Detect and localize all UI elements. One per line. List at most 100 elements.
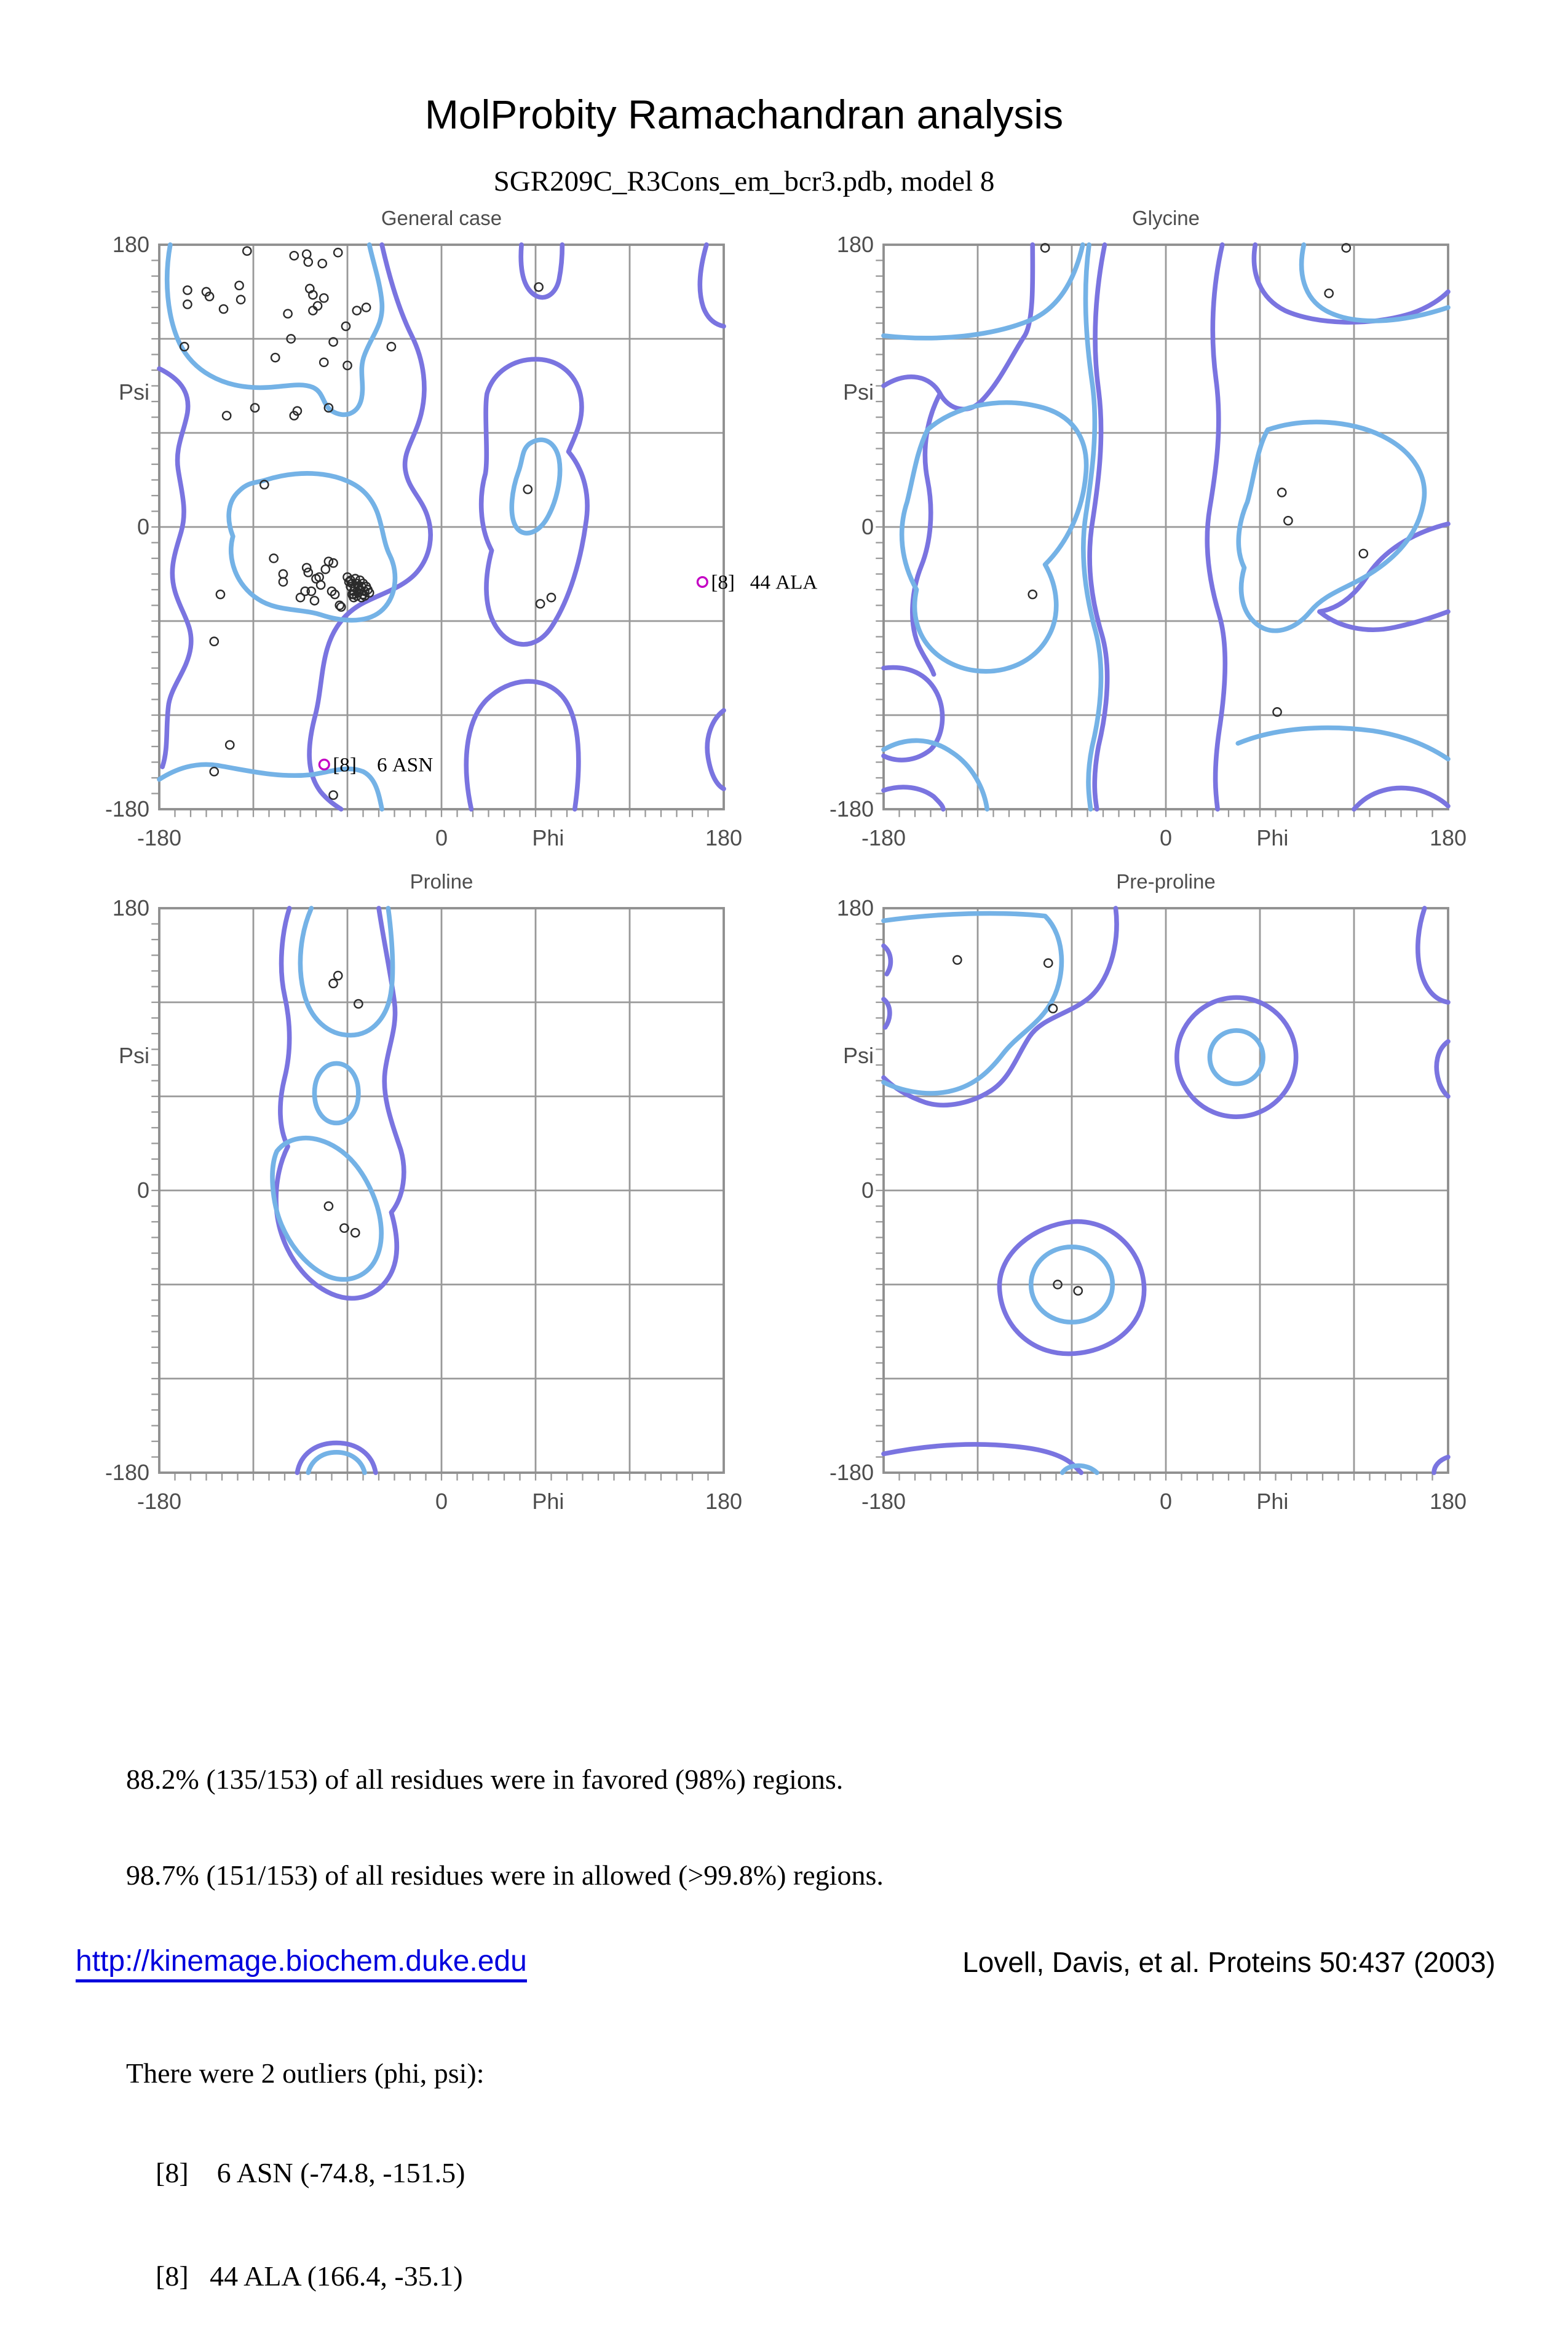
x-tick-neg180: -180 <box>137 825 182 850</box>
x-tick-neg180: -180 <box>137 1489 182 1514</box>
y-tick-neg180: -180 <box>829 796 874 822</box>
y-tick-neg180: -180 <box>105 796 149 822</box>
residue-point <box>330 589 340 600</box>
residue-point <box>286 334 296 344</box>
residue-point <box>1277 488 1287 497</box>
residue-point <box>301 563 312 573</box>
residue-point <box>319 293 329 303</box>
x-axis-title: Phi <box>532 1489 564 1514</box>
x-tick-0: 0 <box>1159 825 1173 850</box>
residue-point <box>315 580 326 590</box>
x-axis-title: Phi <box>532 825 564 850</box>
x-tick-neg180: -180 <box>861 825 906 850</box>
residue-point <box>1283 515 1293 526</box>
y-tick-180: 180 <box>836 232 874 257</box>
residue-point <box>354 582 363 592</box>
residue-point <box>323 556 334 566</box>
y-axis-title: Psi <box>842 379 874 405</box>
y-axis-title: Psi <box>118 379 149 405</box>
residue-point <box>183 285 192 295</box>
x-tick-0: 0 <box>1159 1489 1173 1514</box>
residue-point <box>300 586 310 596</box>
plot-title-general: General case <box>381 207 502 229</box>
residue-point <box>308 290 318 300</box>
residue-point <box>278 569 288 579</box>
y-tick-180: 180 <box>836 895 874 921</box>
residue-point <box>1272 707 1282 717</box>
y-tick-0: 0 <box>861 1178 874 1203</box>
outlier-point <box>318 758 330 770</box>
y-tick-neg180: -180 <box>105 1460 149 1485</box>
residue-point <box>546 592 556 603</box>
plot-canvas-preproline <box>876 906 1451 1481</box>
ramachandran-plot-glycine: Glycine 180 Psi 0 -180 -180 0 Phi 180 <box>830 207 1467 850</box>
outlier-line: [8] 44 ALA (166.4, -35.1) <box>156 2260 463 2292</box>
residue-point <box>283 309 293 319</box>
outlier-line: [8] 6 ASN (-74.8, -151.5) <box>156 2157 465 2188</box>
x-tick-180: 180 <box>1429 825 1467 850</box>
residue-point <box>323 1201 334 1211</box>
favored-stat: 88.2% (135/153) of all residues were in … <box>126 1764 844 1795</box>
residue-point <box>328 337 338 347</box>
residue-point <box>333 247 343 258</box>
residue-point <box>308 306 318 315</box>
residue-point <box>309 596 320 606</box>
residue-point <box>323 403 334 413</box>
y-tick-neg180: -180 <box>829 1460 874 1485</box>
residue-point <box>250 403 260 413</box>
residue-point <box>221 411 232 421</box>
ramachandran-plot-preproline: Pre-proline 180 Psi 0 -180 -180 0 Phi 180 <box>830 870 1467 1514</box>
residue-point <box>1073 1286 1083 1296</box>
residue-point <box>289 411 299 421</box>
residue-point <box>319 357 329 368</box>
x-axis-title: Phi <box>1256 825 1289 850</box>
x-tick-0: 0 <box>435 1489 448 1514</box>
x-tick-0: 0 <box>435 825 448 850</box>
allowed-stat: 98.7% (151/153) of all residues were in … <box>126 1859 884 1891</box>
ramachandran-plot-general: General case [8] 6 ASN [8] 44 ALA 180 Psi 0… <box>105 207 817 850</box>
residue-point <box>336 602 346 612</box>
residue-point <box>328 978 338 989</box>
residue-point <box>236 295 246 305</box>
x-tick-180: 180 <box>705 825 743 850</box>
plot-canvas-proline <box>151 906 725 1481</box>
x-axis-title: Phi <box>1256 1489 1289 1514</box>
residue-point <box>303 568 314 577</box>
residue-point <box>354 999 363 1009</box>
residue-point <box>335 600 345 611</box>
residue-point <box>311 574 321 584</box>
residue-point <box>333 970 343 981</box>
x-tick-neg180: -180 <box>861 1489 906 1514</box>
residue-point <box>347 589 357 600</box>
residue-point <box>343 360 352 371</box>
residue-point <box>218 304 229 314</box>
residue-point <box>320 564 331 574</box>
residue-point <box>352 306 362 315</box>
ramachandran-plot-proline: Proline 180 Psi 0 -180 -180 0 Phi 180 <box>105 870 742 1514</box>
plot-canvas-general: [8] 6 ASN [8] 44 ALA <box>151 242 817 817</box>
y-tick-180: 180 <box>112 895 149 921</box>
citation-text: Lovell, Davis, et al. Proteins 50:437 (2… <box>962 1946 1495 1978</box>
outlier-point <box>696 576 708 588</box>
residue-point <box>270 352 280 363</box>
residue-point <box>1043 958 1053 968</box>
residue-point <box>523 484 533 494</box>
residue-point <box>386 341 397 352</box>
plot-title-preproline: Pre-proline <box>1116 870 1216 893</box>
residue-point <box>289 251 299 261</box>
residue-point <box>1028 589 1038 600</box>
residue-point <box>350 1228 360 1238</box>
residue-point <box>1053 1280 1063 1289</box>
model-subtitle: SGR209C_R3Cons_em_bcr3.pdb, model 8 <box>493 165 995 197</box>
statistics-block: 88.2% (135/153) of all residues were in … <box>126 1700 884 2328</box>
y-tick-180: 180 <box>112 232 149 257</box>
plot-title-proline: Proline <box>410 870 473 893</box>
residue-point <box>364 588 374 598</box>
y-axis-title: Psi <box>118 1042 149 1068</box>
residue-point <box>301 249 312 259</box>
residue-point <box>341 321 351 331</box>
residue-point <box>1040 243 1050 253</box>
outliers-header: There were 2 outliers (phi, psi): <box>126 2057 485 2089</box>
kinemage-link[interactable]: http://kinemage.biochem.duke.edu <box>76 1944 527 1982</box>
residue-point <box>1048 1004 1058 1014</box>
